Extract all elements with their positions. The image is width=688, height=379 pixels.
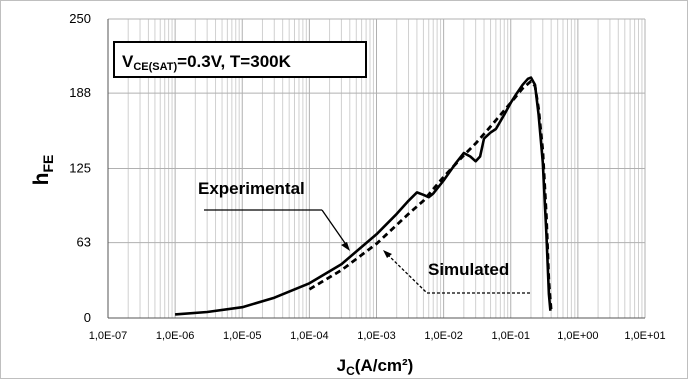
y-tick-label: 0 (84, 310, 91, 325)
y-axis-title: hFE (30, 155, 56, 186)
conditions-box: VCE(SAT)=0.3V, T=300K (113, 41, 367, 78)
y-tick-label: 63 (77, 235, 91, 250)
x-axis-title-main: J (337, 356, 346, 375)
x-tick-label: 1,0E-02 (424, 330, 463, 342)
axes (107, 19, 645, 319)
conditions-text: VCE(SAT)=0.3V, T=300K (122, 52, 292, 73)
annotations: Experimental Simulated (198, 179, 530, 294)
annotation-experimental: Experimental (198, 179, 305, 198)
conditions-sub: CE(SAT) (133, 61, 177, 73)
x-tick-label: 1,0E-07 (89, 330, 128, 342)
annotation-simulated: Simulated (428, 260, 509, 279)
annotation-simulated-leader (386, 253, 530, 294)
x-tick-label: 1,0E-04 (290, 330, 329, 342)
annotation-simulated-arrowhead (383, 250, 392, 258)
x-tick-labels: 1,0E-07 1,0E-06 1,0E-05 1,0E-04 1,0E-03 1,0E-… (89, 330, 666, 342)
y-tick-labels: 0 63 125 188 250 (69, 11, 91, 325)
x-tick-label: 1,0E-05 (223, 330, 262, 342)
x-tick-label: 1,0E-06 (156, 330, 195, 342)
x-tick-label: 1,0E+01 (624, 330, 665, 342)
annotation-experimental-leader-diagonal (321, 209, 348, 247)
conditions-box-frame (113, 41, 367, 78)
series-line-experimental (175, 76, 552, 316)
x-tick-label: 1,0E-03 (357, 330, 396, 342)
y-axis-title-sub: FE (40, 155, 56, 173)
y-tick-label: 188 (69, 85, 91, 100)
x-tick-label: 1,0E+00 (557, 330, 598, 342)
series-line-simulated (308, 79, 553, 311)
x-tick-label: 1,0E-01 (491, 330, 530, 342)
x-axis-title-unit: (A/cm²) (355, 356, 414, 375)
data-series (175, 76, 553, 316)
y-axis-title-main: h (30, 173, 53, 186)
y-tick-label: 250 (69, 11, 91, 26)
annotation-experimental-arrowhead (341, 242, 350, 251)
conditions-main: V (122, 52, 134, 71)
conditions-rest: =0.3V, T=300K (177, 52, 291, 71)
x-axis-title-sub: C (346, 364, 355, 378)
y-tick-label: 125 (69, 161, 91, 176)
x-axis-title: JC(A/cm²) (337, 356, 414, 378)
